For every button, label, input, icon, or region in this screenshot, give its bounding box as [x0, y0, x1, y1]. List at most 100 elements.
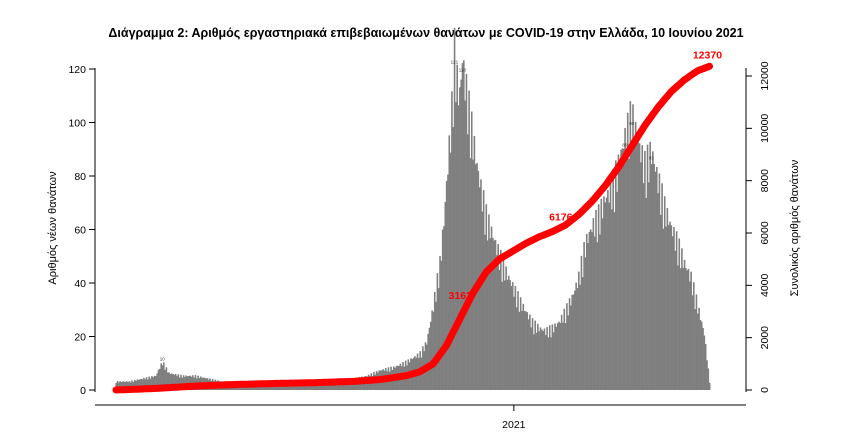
bar	[131, 380, 133, 390]
bar	[575, 282, 577, 390]
bar	[531, 318, 534, 390]
bar	[675, 231, 678, 390]
bar	[141, 379, 144, 390]
y2-tick-label: 0	[759, 387, 771, 393]
bar	[447, 174, 449, 390]
bar	[149, 378, 152, 390]
bar	[685, 268, 687, 390]
bar	[493, 240, 496, 390]
bar	[642, 183, 645, 390]
bar	[527, 319, 530, 390]
bar	[136, 379, 139, 390]
bar	[145, 377, 148, 390]
bar	[440, 260, 443, 390]
bar	[455, 102, 457, 390]
bar	[174, 373, 177, 390]
bar	[139, 379, 141, 390]
bar	[544, 335, 547, 390]
bar	[122, 381, 124, 390]
bar	[661, 183, 663, 390]
bar	[638, 143, 641, 390]
bar	[503, 280, 506, 390]
bar	[550, 337, 552, 390]
bar	[601, 218, 604, 390]
bar	[707, 368, 710, 390]
bar	[529, 314, 531, 390]
bar	[189, 375, 192, 390]
bar	[157, 369, 160, 390]
bar	[539, 327, 542, 390]
bar	[703, 335, 706, 390]
bar	[674, 250, 677, 390]
bars-group	[115, 27, 711, 391]
bar	[580, 255, 583, 390]
bar	[583, 241, 585, 390]
bar	[526, 312, 529, 390]
bar	[449, 152, 452, 390]
bar	[119, 381, 121, 390]
bar	[470, 111, 473, 390]
bar	[511, 282, 514, 390]
bar	[568, 298, 571, 390]
bar	[562, 322, 564, 390]
bar	[177, 374, 180, 390]
bar	[604, 202, 607, 390]
bar	[164, 369, 166, 390]
bar-value-label: 98	[629, 121, 635, 126]
bar	[506, 279, 509, 390]
bar	[437, 288, 440, 390]
bar	[484, 234, 486, 390]
bar	[468, 90, 470, 391]
bar	[666, 207, 669, 390]
bar	[165, 367, 168, 390]
bar	[180, 374, 182, 390]
bar	[552, 332, 555, 390]
bar	[262, 384, 264, 390]
bar	[652, 151, 654, 390]
bar	[689, 281, 691, 390]
bar	[328, 381, 330, 390]
bar	[585, 233, 588, 390]
cumulative-annotation: 6176	[549, 211, 573, 223]
cumulative-deaths-line	[112, 62, 713, 394]
bar	[168, 372, 170, 390]
bar	[456, 64, 459, 391]
bar	[457, 105, 460, 390]
bar	[291, 384, 293, 390]
bar	[694, 309, 696, 390]
bar	[311, 382, 313, 390]
bar	[519, 297, 522, 390]
bar	[169, 374, 172, 390]
bar	[636, 143, 638, 390]
bar	[507, 275, 510, 390]
bar	[637, 142, 640, 390]
bar	[670, 225, 673, 390]
bar	[618, 170, 621, 390]
bar	[708, 382, 711, 390]
bar	[632, 104, 634, 390]
bar	[357, 379, 359, 390]
bar	[490, 226, 493, 390]
bar	[563, 308, 566, 390]
bar	[518, 311, 521, 390]
bar	[259, 384, 262, 390]
bar	[535, 332, 538, 390]
bar	[194, 375, 197, 390]
bar	[662, 228, 665, 390]
bar	[659, 214, 662, 390]
bar-value-label: 121	[451, 59, 459, 64]
bar	[461, 63, 464, 390]
bar-value-label: 89	[622, 142, 628, 147]
bar	[541, 329, 543, 390]
bar	[628, 158, 630, 390]
x-tick-label: 2021	[502, 419, 526, 431]
bar	[608, 202, 611, 390]
bar	[439, 256, 441, 390]
bar	[513, 296, 515, 390]
bar	[469, 158, 472, 390]
bar	[530, 327, 533, 390]
bar	[460, 79, 462, 390]
bar	[691, 295, 694, 390]
y-tick-label: 0	[80, 385, 86, 397]
bar	[578, 271, 580, 390]
